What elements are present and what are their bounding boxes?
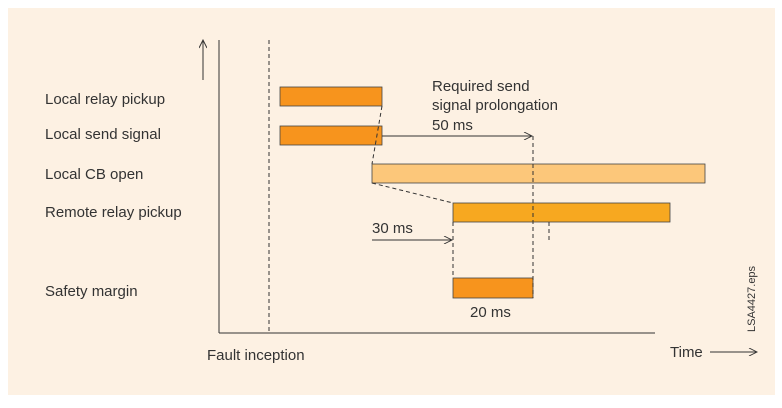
bar	[279, 125, 383, 146]
row-label: Local CB open	[45, 166, 143, 183]
annotation: signal prolongation	[432, 97, 558, 114]
file-label: LSA4427.eps	[746, 265, 758, 332]
row-label: Local send signal	[45, 126, 161, 143]
connector	[371, 105, 383, 165]
bar	[452, 202, 671, 223]
annotation: 50 ms	[432, 117, 473, 134]
row-label: Local relay pickup	[45, 91, 165, 108]
row-label: Safety margin	[45, 283, 138, 300]
event-label: Fault inception	[207, 347, 305, 364]
background	[8, 8, 775, 395]
annotation: Required send	[432, 78, 530, 95]
annotation: 30 ms	[372, 220, 413, 237]
bar	[279, 86, 383, 107]
x-axis-label: Time	[670, 344, 703, 361]
bar	[371, 163, 706, 184]
row-label: Remote relay pickup	[45, 204, 182, 221]
annotation: 20 ms	[470, 304, 511, 321]
bar	[452, 277, 534, 299]
